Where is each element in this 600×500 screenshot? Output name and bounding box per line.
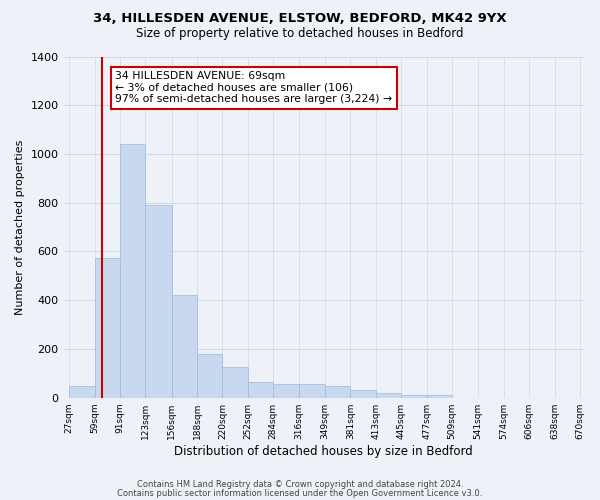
Bar (120, 144, 145, 398)
Text: 34 HILLESDEN AVENUE: 69sqm
← 3% of detached houses are smaller (106)
97% of semi: 34 HILLESDEN AVENUE: 69sqm ← 3% of detac… (115, 71, 392, 104)
Bar (172, 296, 197, 398)
Bar (248, 382, 274, 398)
Bar (197, 354, 223, 398)
Bar (427, 396, 452, 398)
Text: Size of property relative to detached houses in Bedford: Size of property relative to detached ho… (136, 28, 464, 40)
Bar (350, 390, 376, 398)
Bar (274, 384, 299, 398)
Bar (223, 367, 248, 398)
Bar (325, 386, 350, 398)
Bar (299, 384, 325, 398)
Bar (401, 396, 427, 398)
Bar (145, 205, 172, 398)
Text: Contains public sector information licensed under the Open Government Licence v3: Contains public sector information licen… (118, 488, 482, 498)
Bar (376, 393, 401, 398)
Y-axis label: Number of detached properties: Number of detached properties (15, 140, 25, 315)
Text: Contains HM Land Registry data © Crown copyright and database right 2024.: Contains HM Land Registry data © Crown c… (137, 480, 463, 489)
X-axis label: Distribution of detached houses by size in Bedford: Distribution of detached houses by size … (175, 444, 473, 458)
Text: 34, HILLESDEN AVENUE, ELSTOW, BEDFORD, MK42 9YX: 34, HILLESDEN AVENUE, ELSTOW, BEDFORD, M… (93, 12, 507, 26)
Bar (95, 258, 120, 398)
Bar (69, 386, 95, 398)
